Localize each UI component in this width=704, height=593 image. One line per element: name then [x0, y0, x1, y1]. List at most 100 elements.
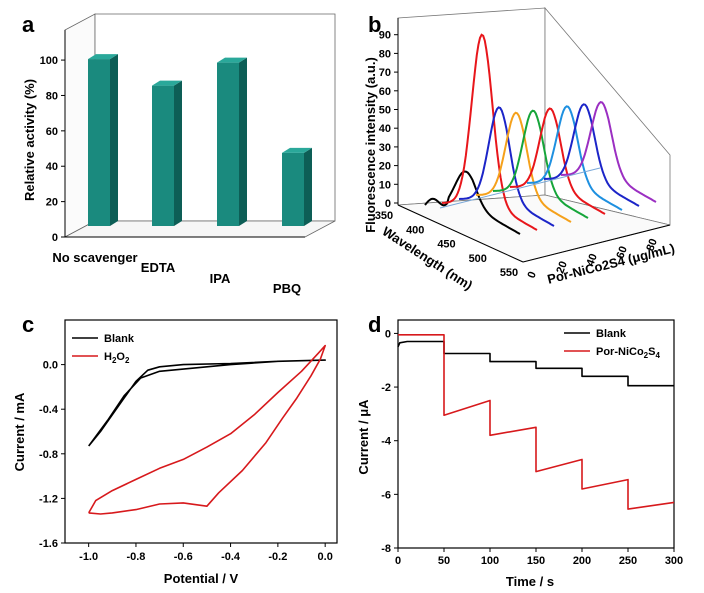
- panel-d-xtick-label: 150: [527, 555, 545, 567]
- panel-b: b 0 10 20 30 40 50 60 70 80 90 350 400 450 500 550 0 2…: [363, 6, 676, 293]
- legend-d-por-label: Por-NiCo2S4: [596, 346, 660, 360]
- panel-a-bar-side: [110, 54, 118, 227]
- panel-c: c -1.0 -0.8 -0.6 -0.4 -0.2 0.0 0.0 -0.4 -0.8 -1.2…: [12, 312, 338, 586]
- panel-b-spectra: [424, 33, 657, 235]
- panel-d-xtick-label: 300: [665, 555, 683, 567]
- panel-c-ytick-label: -1.2: [39, 493, 58, 505]
- panel-b-ztick-label: 0: [525, 270, 538, 280]
- panel-a-xtick-label: IPA: [210, 271, 231, 286]
- panel-b-spectrum-line: [475, 111, 572, 223]
- legend-h2o2-o: O: [116, 351, 125, 363]
- panel-a-ytick-label: 20: [46, 197, 58, 209]
- panel-a-x-labels: No scavenger EDTA IPA PBQ: [52, 250, 301, 296]
- panel-b-ytick-label: 50: [379, 105, 391, 117]
- panel-d-xlabel: Time / s: [506, 574, 554, 589]
- panel-d-ytick-label: -2: [381, 382, 391, 394]
- panel-a: a 0 20 40 60 80 100 Relative activity (%) No …: [22, 12, 336, 296]
- panel-b-ylabel: Fluorescence intensity (a.u.): [363, 57, 378, 233]
- panel-c-xtick-label: -0.6: [174, 551, 193, 563]
- panel-d-lines: [397, 333, 675, 510]
- panel-c-ylabel: Current / mA: [12, 392, 27, 471]
- panel-c-ticks: -1.0 -0.8 -0.6 -0.4 -0.2 0.0 0.0 -0.4 -0.8 -1.2 -1…: [39, 360, 333, 563]
- panel-a-bar: [88, 54, 118, 227]
- panel-d-ytick-label: -6: [381, 489, 391, 501]
- legend-d-por-s: S: [648, 346, 655, 358]
- panel-a-ytick-label: 100: [40, 55, 58, 67]
- panel-c-ytick-label: 0.0: [43, 360, 58, 372]
- panel-a-ytick-label: 80: [46, 90, 58, 102]
- panel-d-series-line: [398, 333, 675, 510]
- panel-a-bar-top: [282, 147, 312, 153]
- legend-blank-label: Blank: [104, 333, 135, 345]
- panel-a-bar-front: [282, 152, 304, 226]
- panel-b-frame: [397, 6, 671, 263]
- panel-c-xtick-label: -0.2: [268, 551, 287, 563]
- legend-d-por-sub1: 2: [644, 351, 649, 360]
- panel-d-xtick-label: 0: [395, 555, 401, 567]
- panel-a-ytick-label: 40: [46, 161, 58, 173]
- panel-a-ytick-label: 60: [46, 126, 58, 138]
- panel-b-xtick-label: 350: [375, 210, 393, 222]
- panel-a-bar: [282, 147, 312, 226]
- panel-b-spectrum-line: [492, 109, 589, 219]
- panel-label-c: c: [22, 312, 34, 337]
- panel-b-xtick-label: 500: [469, 253, 487, 265]
- panel-a-bar-top: [88, 54, 118, 60]
- panel-c-series-line: [88, 344, 327, 515]
- panel-d-ticks: 0 50 100 150 200 250 300 0 -2 -4 -6 -8: [381, 328, 683, 567]
- panel-a-bar-front: [217, 62, 239, 226]
- panel-a-ytick-label: 0: [52, 232, 58, 244]
- panel-a-bar-side: [174, 80, 182, 226]
- panel-b-spectrum-line: [560, 101, 657, 203]
- panel-d-ylabel: Current / μA: [356, 399, 371, 475]
- panel-a-ylabel: Relative activity (%): [22, 79, 37, 201]
- panel-d-xtick-label: 200: [573, 555, 591, 567]
- panel-b-spectrum-line: [442, 33, 538, 231]
- legend-h2o2-sub1: 2: [112, 356, 117, 365]
- panel-a-bar-side: [239, 57, 247, 226]
- panel-b-ytick-label: 40: [379, 123, 391, 135]
- panel-c-legend: Blank H2O2: [72, 333, 135, 365]
- panel-d-xtick-label: 250: [619, 555, 637, 567]
- legend-d-por-main: Por-NiCo: [596, 346, 644, 358]
- panel-b-y-ticks: 0 10 20 30 40 50 60 70 80 90: [379, 30, 398, 210]
- panel-b-spectrum-line: [543, 103, 640, 207]
- panel-b-ytick-label: 30: [379, 142, 391, 154]
- panel-b-spectrum-line: [458, 106, 555, 227]
- legend-d-blank-label: Blank: [596, 328, 627, 340]
- panel-a-bar-top: [217, 57, 247, 63]
- panel-b-ytick-label: 0: [385, 198, 391, 210]
- legend-h2o2-sub2: 2: [125, 356, 130, 365]
- panel-d-ytick-label: -8: [381, 543, 391, 555]
- panel-b-xtick-label: 400: [406, 224, 424, 236]
- panel-b-x-ticks: 350 400 450 500 550: [375, 210, 518, 279]
- panel-b-ytick-label: 90: [379, 30, 391, 42]
- panel-a-bars: [88, 54, 312, 227]
- panel-c-xtick-label: -0.8: [126, 551, 145, 563]
- panel-a-xtick-label: EDTA: [141, 260, 176, 275]
- panel-a-y-ticks: 0 20 40 60 80 100: [40, 55, 65, 244]
- panel-label-a: a: [22, 12, 35, 37]
- panel-c-plot-frame: [64, 319, 338, 544]
- panel-d-ytick-label: -4: [381, 436, 392, 448]
- panel-a-bar-front: [152, 85, 174, 226]
- panel-a-bar: [152, 80, 182, 226]
- panel-b-ztick-label: 60: [614, 245, 629, 261]
- panel-b-spectrum-line: [526, 105, 623, 211]
- panel-c-xtick-label: -1.0: [79, 551, 98, 563]
- panel-b-spectrum-line: [509, 107, 606, 215]
- panel-c-ytick-label: -0.8: [39, 449, 58, 461]
- panel-b-ztick-label: 80: [644, 237, 659, 253]
- panel-b-ytick-label: 70: [379, 67, 391, 79]
- panel-b-z-ticks: 0 20 40 60 80: [525, 237, 659, 280]
- panel-b-spectrum-line: [424, 170, 521, 235]
- panel-d-ytick-label: 0: [385, 328, 391, 340]
- panel-c-series-line: [88, 359, 327, 447]
- panel-b-ztick-label: 20: [554, 260, 569, 276]
- panel-b-ytick-label: 10: [379, 179, 391, 191]
- panel-a-bar-top: [152, 80, 182, 86]
- legend-h2o2-label: H2O2: [104, 351, 130, 365]
- panel-a-xtick-label: No scavenger: [52, 250, 137, 265]
- panel-label-b: b: [368, 12, 381, 37]
- panel-d-xtick-label: 50: [438, 555, 450, 567]
